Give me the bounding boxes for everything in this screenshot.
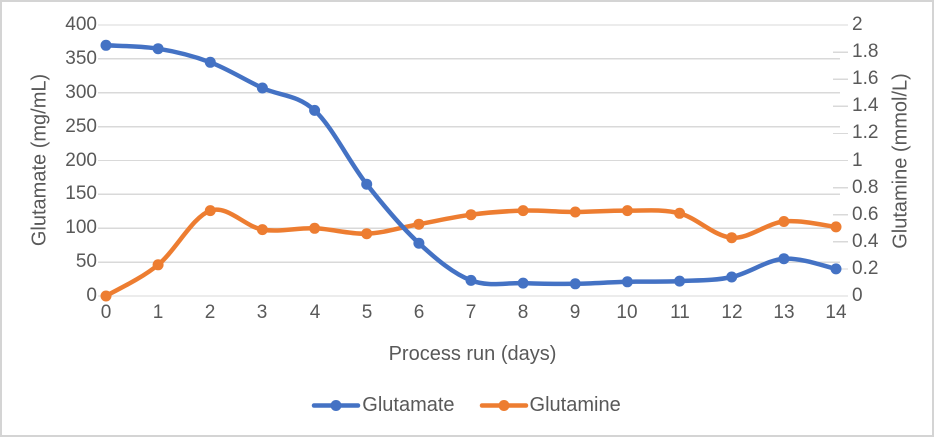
legend-label-glutamate: Glutamate	[362, 394, 455, 416]
data-point-glutamine	[152, 259, 164, 271]
data-point-glutamine	[674, 207, 686, 219]
data-point-glutamate	[100, 39, 112, 51]
data-point-glutamine	[778, 216, 790, 227]
glutamate-legend-marker-icon	[312, 400, 361, 411]
right-axis-tick-label: 2	[852, 14, 863, 35]
data-point-glutamate	[726, 271, 738, 283]
data-point-glutamine	[309, 222, 321, 234]
data-point-glutamine	[413, 218, 425, 230]
right-axis-tick-label: 1.2	[852, 122, 879, 143]
right-axis-tick-label: 1	[852, 150, 863, 171]
data-point-glutamine	[830, 221, 842, 233]
legend-item-glutamine[interactable]: Glutamine	[479, 394, 621, 417]
right-axis-tick-label: 0.4	[852, 231, 879, 252]
x-axis-tick-label: 6	[413, 302, 425, 323]
right-axis-tick-label: 1.8	[852, 41, 879, 62]
left-axis-tick-label: 300	[65, 82, 97, 103]
left-axis-tick-label: 50	[75, 251, 97, 272]
data-point-glutamate	[256, 82, 268, 94]
data-point-glutamate	[621, 276, 633, 288]
x-axis-tick-label: 3	[256, 302, 268, 323]
legend-label-glutamine: Glutamine	[529, 394, 621, 416]
x-axis-tick-label: 11	[670, 302, 690, 323]
data-point-glutamine	[256, 224, 268, 236]
x-axis-title: Process run (days)	[388, 343, 557, 365]
data-point-glutamine	[204, 205, 216, 217]
data-point-glutamine	[569, 206, 581, 218]
data-point-glutamine	[100, 290, 112, 302]
right-axis-tick-label: 0.2	[852, 258, 879, 279]
x-axis-tick-label: 5	[361, 302, 373, 323]
x-axis-tick-label: 14	[825, 302, 847, 323]
left-axis-tick-label: 0	[86, 285, 97, 306]
x-axis-tick-label: 12	[721, 302, 743, 323]
data-point-glutamate	[152, 43, 164, 55]
data-point-glutamine	[465, 209, 477, 221]
data-point-glutamate	[204, 56, 216, 68]
glutamine-legend-marker-icon	[479, 400, 528, 411]
left-axis-tick-label: 400	[65, 14, 97, 35]
right-axis-tick-label: 1.6	[852, 68, 879, 89]
data-point-glutamate	[517, 277, 529, 289]
x-axis-tick-label: 0	[100, 302, 112, 323]
x-axis-tick-label: 13	[773, 302, 795, 323]
x-axis-tick-label: 4	[309, 302, 321, 323]
data-point-glutamate	[674, 275, 686, 287]
right-axis-tick-label: 0	[852, 285, 863, 306]
legend-item-glutamate[interactable]: Glutamate	[312, 394, 455, 417]
left-axis-tick-label: 200	[65, 150, 97, 171]
left-axis-tick-label: 150	[65, 183, 97, 204]
right-axis-title: Glutamine (mmol/L)	[889, 73, 912, 249]
right-axis-tick-label: 0.6	[852, 204, 879, 225]
series-line-glutamate	[103, 43, 839, 287]
x-axis-tick-label: 8	[517, 302, 529, 323]
left-axis-tick-label: 250	[65, 116, 97, 137]
data-point-glutamate	[361, 178, 373, 190]
x-axis-tick-label: 7	[465, 302, 477, 323]
data-point-glutamate	[778, 253, 790, 265]
x-axis-tick-label: 1	[152, 302, 164, 323]
data-point-glutamate	[465, 274, 477, 286]
right-axis-tick-label: 0.8	[852, 177, 879, 198]
data-point-glutamate	[569, 278, 581, 290]
data-point-glutamate	[309, 104, 321, 116]
left-axis-tick-label: 100	[65, 217, 97, 238]
data-point-glutamate	[413, 237, 425, 249]
x-axis-tick-label: 2	[204, 302, 216, 323]
plot-area	[98, 24, 848, 302]
left-axis-tick-label: 350	[65, 48, 97, 69]
x-axis-tick-label: 10	[616, 302, 638, 323]
data-point-glutamine	[517, 205, 529, 217]
data-point-glutamine	[361, 228, 373, 240]
x-axis-tick-label: 9	[569, 302, 581, 323]
legend: Glutamate Glutamine	[2, 394, 932, 417]
data-point-glutamine	[726, 232, 738, 244]
data-point-glutamate	[830, 263, 842, 275]
right-axis-tick-label: 1.4	[852, 95, 879, 116]
data-point-glutamine	[621, 205, 633, 217]
